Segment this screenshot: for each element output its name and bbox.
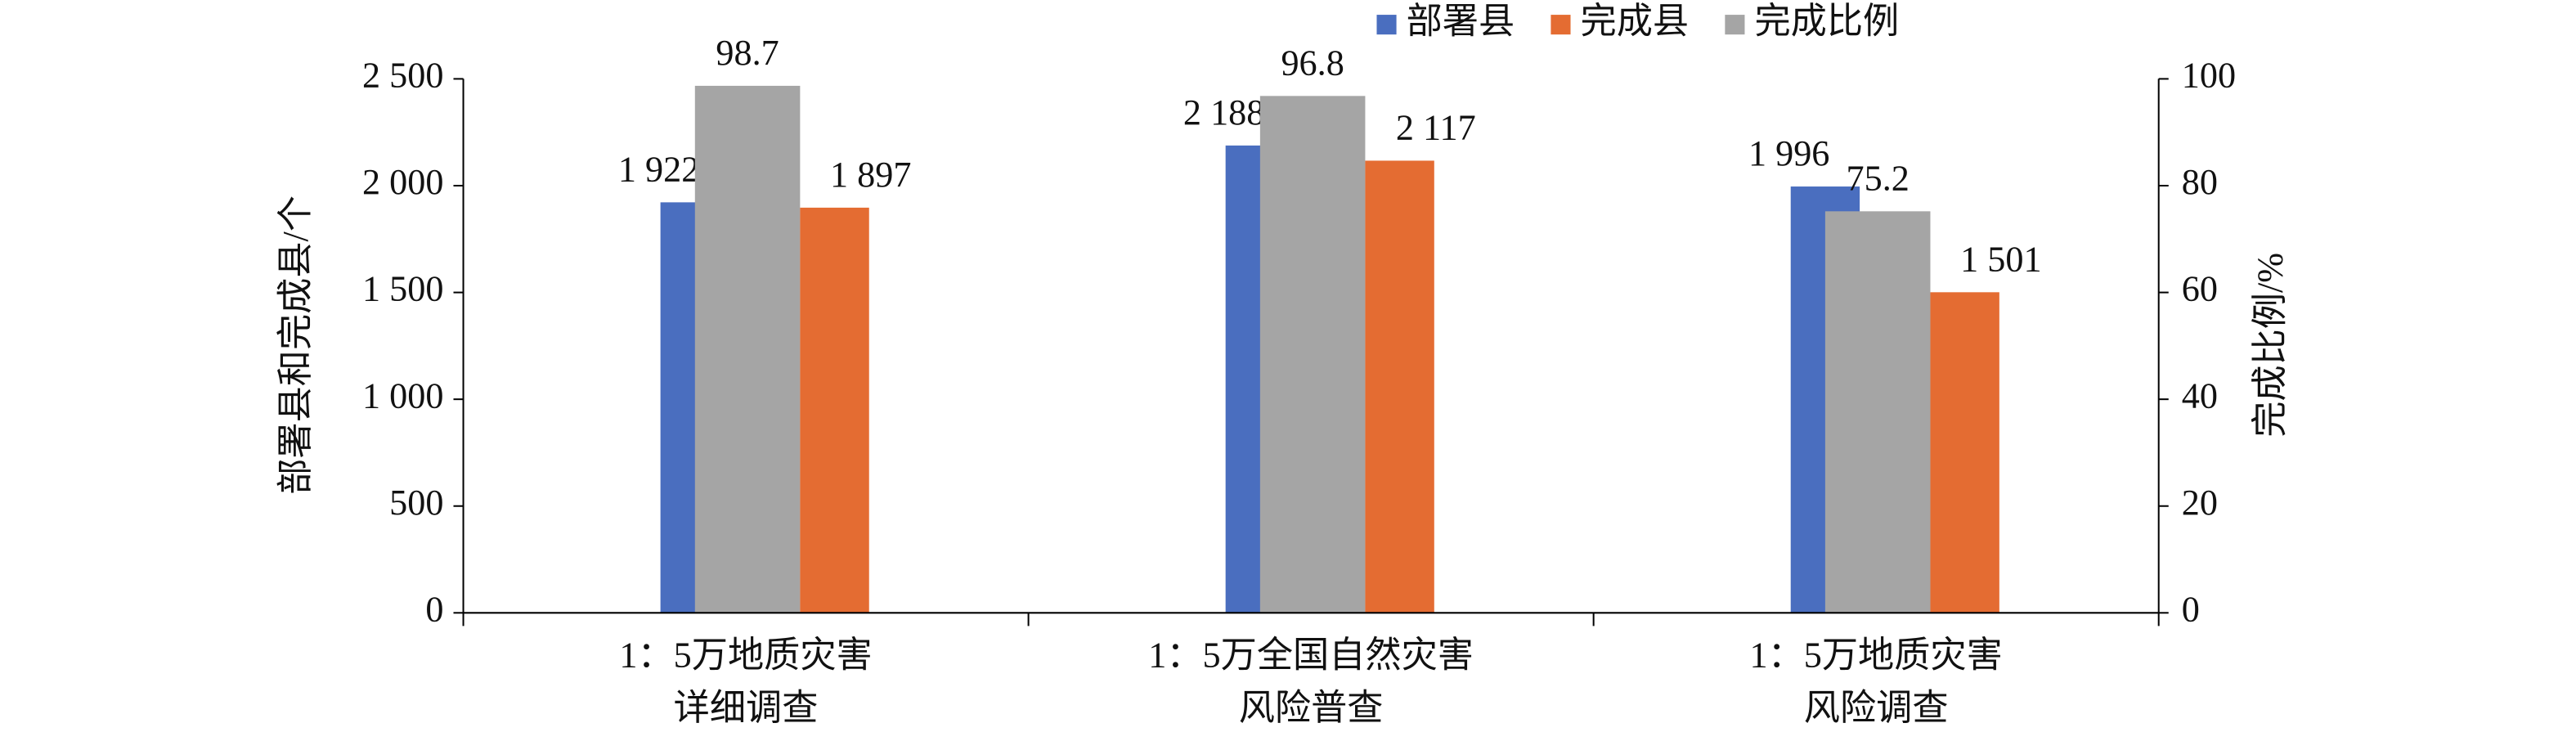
data-label: 1 996 <box>1748 133 1829 173</box>
data-label: 2 117 <box>1396 107 1476 147</box>
y2-tick-label: 80 <box>2182 162 2218 202</box>
y2-tick-label: 100 <box>2182 56 2236 96</box>
x-tick-label: 风险调查 <box>1804 688 1949 728</box>
bar <box>694 85 801 613</box>
y-tick-label: 1 500 <box>362 269 443 309</box>
bar <box>1259 96 1366 613</box>
y2-tick-label: 60 <box>2182 269 2218 309</box>
x-tick-label: 1：5万地质灾害 <box>619 635 872 676</box>
legend-label: 部署县 <box>1407 1 1515 41</box>
y2-tick-label: 0 <box>2182 589 2200 629</box>
data-label: 96.8 <box>1281 43 1344 83</box>
data-label: 98.7 <box>716 33 779 73</box>
data-label: 75.2 <box>1847 158 1910 198</box>
data-label: 1 922 <box>618 149 699 189</box>
y-tick-label: 2 000 <box>362 162 443 202</box>
legend-label: 完成比例 <box>1755 1 1900 41</box>
bar <box>1824 211 1931 613</box>
y-axis-label: 部署县和完成县/个 <box>276 195 316 495</box>
data-label: 2 188 <box>1183 92 1264 132</box>
legend-swatch <box>1551 15 1571 35</box>
bar <box>800 207 869 613</box>
y2-tick-label: 40 <box>2182 375 2218 415</box>
data-label: 1 897 <box>830 155 911 195</box>
legend-swatch <box>1376 15 1397 35</box>
y-tick-label: 1 000 <box>362 375 443 415</box>
x-tick-label: 1：5万地质灾害 <box>1750 635 2003 676</box>
x-tick-label: 1：5万全国自然灾害 <box>1148 635 1474 676</box>
y2-axis-label: 完成比例/% <box>2250 253 2290 438</box>
y-tick-label: 500 <box>389 483 443 523</box>
bar <box>1365 160 1434 613</box>
y-tick-label: 2 500 <box>362 56 443 96</box>
legend-swatch <box>1725 15 1745 35</box>
bar <box>1930 292 1999 613</box>
y-tick-label: 0 <box>425 589 443 629</box>
data-label: 1 501 <box>1960 239 2041 279</box>
x-tick-label: 风险普查 <box>1239 688 1384 728</box>
legend-label: 完成县 <box>1581 1 1690 41</box>
y2-tick-label: 20 <box>2182 483 2218 523</box>
x-tick-label: 详细调查 <box>674 688 819 728</box>
